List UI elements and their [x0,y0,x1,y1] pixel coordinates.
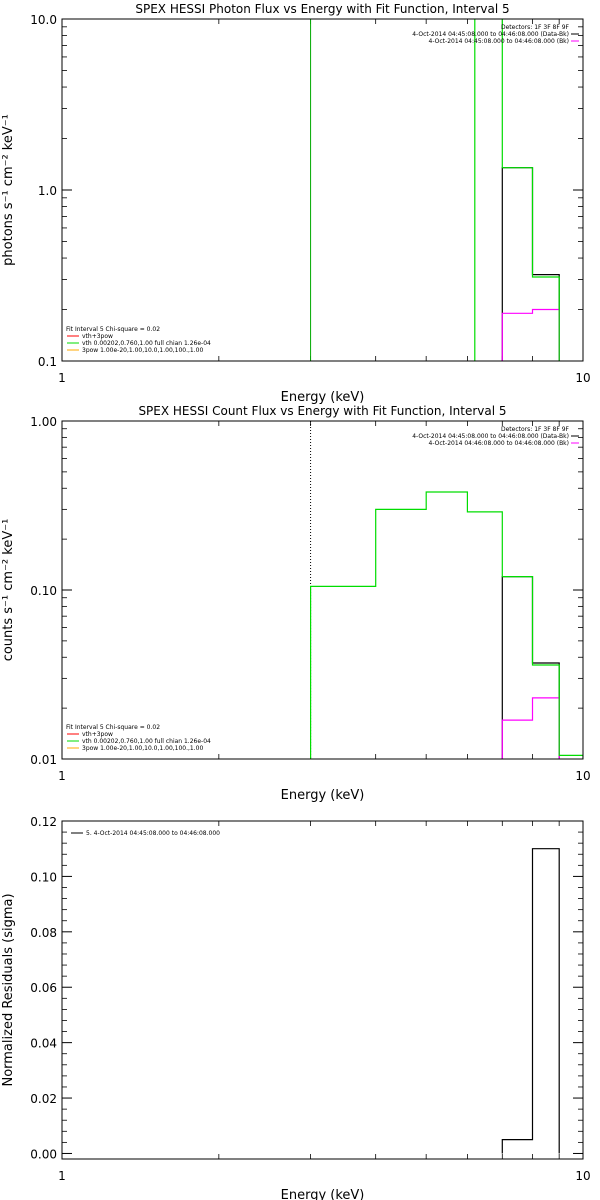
y-tick-label: 1.0 [38,184,57,198]
plot-frame [61,18,584,362]
plot-frame [61,420,584,760]
x-tick-label: 10 [575,1169,590,1183]
series-1-line [501,576,560,759]
panel-1: SPEX HESSI Photon Flux vs Energy with Fi… [1,2,591,405]
chart-title: SPEX HESSI Photon Flux vs Energy with Fi… [135,2,509,16]
info-line: Detectors: 1F 3F 8F 9F [501,24,570,31]
x-axis-label: Energy (keV) [281,788,365,803]
series-1-line [501,167,560,361]
series-2-line [501,308,560,361]
plot-area [310,421,583,759]
panel-2: SPEX HESSI Count Flux vs Energy with Fit… [1,404,591,803]
x-tick-label: 10 [575,769,590,783]
legend-line: 3pow 1.00e-20,1.00,10.0,1.00,100.,1.00 [82,745,203,752]
y-tick-label: 10.0 [30,13,57,27]
x-axis-label: Energy (keV) [281,1188,365,1200]
series-3-line [310,491,583,759]
y-axis-label: counts s⁻¹ cm⁻² keV⁻¹ [1,519,16,662]
y-tick-label: 0.10 [30,870,57,884]
chart-title: SPEX HESSI Count Flux vs Energy with Fit… [138,404,506,418]
y-tick-label: 0.04 [30,1037,57,1051]
legend-line: vth 0.00202,0.760,1.00 full chian 1.26e-… [82,340,211,347]
y-tick-label: 0.01 [30,753,57,767]
y-tick-label: 0.08 [30,926,57,940]
y-axis-label: Normalized Residuals (sigma) [1,893,16,1086]
legend-line: 5. 4-Oct-2014 04:45:08.000 to 04:46:08.0… [86,830,220,837]
legend-line: vth+3pow [82,731,113,738]
x-tick-label: 1 [58,1169,66,1183]
x-tick-label: 10 [575,371,590,385]
info-line: 4-Oct-2014 04:45:08.000 to 04:46:08.000 … [412,433,569,440]
info-line: Detectors: 1F 3F 8F 9F [501,426,570,433]
y-tick-label: 1.00 [30,415,57,429]
legend-line: Fit Interval 5 Chi-square = 0.02 [66,724,160,731]
y-tick-label: 0.1 [38,355,57,369]
series-2-line [501,697,560,759]
info-line: 4-Oct-2014 04:46:08.000 to 04:46:08.000 … [429,440,570,447]
series-3-line [474,19,560,361]
y-tick-label: 0.12 [30,815,57,829]
legend-line: vth+3pow [82,333,113,340]
y-tick-label: 0.10 [30,584,57,598]
panel-3: 1 10 0.00 0.02 0.04 0.06 0.08 0.10 0.12 Energy (k… [1,815,591,1200]
y-tick-label: 0.00 [30,1147,57,1161]
plot-area [310,19,560,361]
x-axis-label: Energy (keV) [281,390,365,405]
legend-line: 3pow 1.00e-20,1.00,10.0,1.00,100.,1.00 [82,347,203,354]
legend-line: Fit Interval 5 Chi-square = 0.02 [66,326,160,333]
info-line: 4-Oct-2014 04:45:08.000 to 04:46:08.000 … [429,38,570,45]
y-tick-label: 0.06 [30,981,57,995]
x-tick-label: 1 [58,769,66,783]
x-tick-label: 1 [58,371,66,385]
y-tick-label: 0.02 [30,1092,57,1106]
plot-area [501,848,560,1154]
plot-frame [61,820,584,1160]
y-axis-label: photons s⁻¹ cm⁻² keV⁻¹ [1,114,16,266]
info-line: 4-Oct-2014 04:45:08.000 to 04:46:08.000 … [412,31,569,38]
series-1-line [501,848,560,1154]
legend-line: vth 0.00202,0.760,1.00 full chian 1.26e-… [82,738,211,745]
